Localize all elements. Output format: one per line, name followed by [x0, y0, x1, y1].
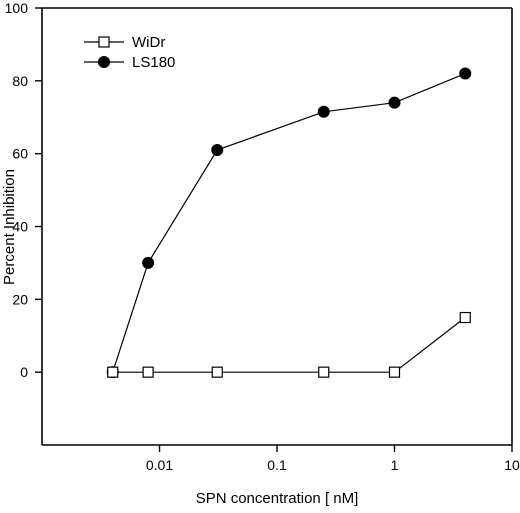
data-point-widr: [142, 366, 154, 378]
y-axis-title: Percent Inhibition: [1, 169, 18, 285]
legend-marker: [98, 56, 110, 68]
axes: [41, 7, 513, 446]
x-axis-title: SPN concentration [ nM]: [196, 490, 359, 507]
y-tick-label: 100: [5, 0, 29, 16]
data-point-ls180: [388, 96, 401, 109]
data-point-widr: [211, 366, 223, 378]
x-tick-label: 0.01: [146, 457, 173, 473]
y-tick-label: 20: [12, 291, 28, 307]
y-ticks: 0 20 40 60 80 100: [5, 0, 42, 380]
legend-label: LS180: [132, 54, 175, 71]
legend-marker: [98, 36, 110, 48]
y-tick-label: 80: [12, 73, 28, 89]
x-ticks: 0.01 0.1 1 10: [146, 445, 520, 473]
series-line-widr: [112, 317, 466, 373]
data-point-ls180: [211, 144, 224, 157]
series-line-ls180: [112, 73, 466, 373]
data-point-widr: [388, 366, 401, 378]
x-tick-label: 1: [391, 457, 399, 473]
y-tick-label: 40: [12, 219, 28, 235]
data-point-ls180: [142, 256, 155, 269]
legend: WiDr LS180: [84, 34, 175, 71]
data-point-widr: [318, 366, 330, 378]
data-point-ls180: [459, 67, 472, 80]
x-tick-label: 10: [504, 457, 520, 473]
y-tick-label: 0: [20, 364, 28, 380]
series-ls180: [106, 67, 472, 379]
y-tick-label: 60: [12, 146, 28, 162]
series-widr: [107, 311, 471, 378]
data-point-ls180: [317, 105, 330, 118]
x-tick-label: 0.1: [267, 457, 287, 473]
series-group: [106, 67, 472, 379]
data-point-widr: [459, 311, 471, 324]
legend-label: WiDr: [132, 34, 165, 51]
data-point-widr: [107, 366, 119, 378]
